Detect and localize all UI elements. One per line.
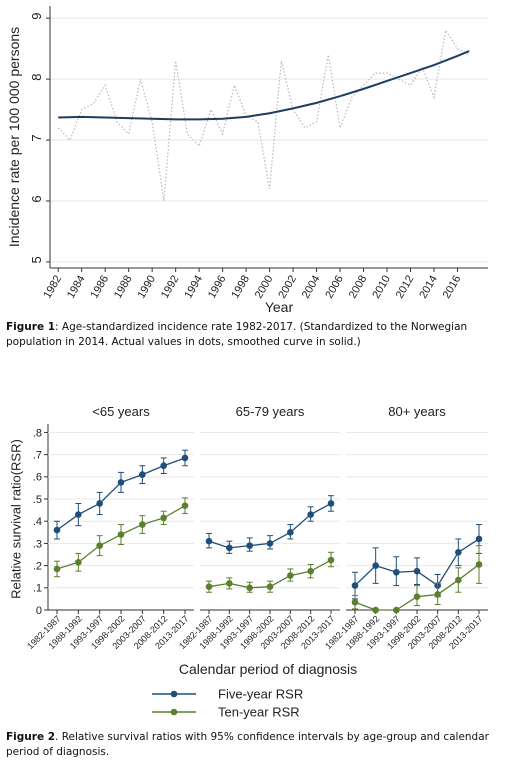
y-tick-label: 6 xyxy=(29,195,44,202)
ten-year-point xyxy=(205,583,213,590)
five-year-point xyxy=(181,454,189,462)
smoothed-incidence-line xyxy=(58,50,470,121)
five-year-point xyxy=(287,529,294,536)
y-tick-label: 8 xyxy=(29,73,44,80)
five-year-point xyxy=(455,548,462,556)
ten-year-point xyxy=(160,514,167,522)
figure-1-caption: Figure 1: Age-standardized incidence rat… xyxy=(6,320,514,350)
ten-year-point xyxy=(53,565,61,573)
y-tick-label: .8 xyxy=(33,427,42,439)
five-year-point xyxy=(53,526,61,534)
panel-title: <65 years xyxy=(92,404,150,419)
x-tick-label: 1992 xyxy=(159,273,182,300)
x-axis-label: Year xyxy=(265,299,294,315)
five-year-point xyxy=(205,537,213,545)
five-year-point xyxy=(160,462,167,470)
ten-year-point xyxy=(307,567,314,575)
five-year-point xyxy=(75,511,82,518)
y-axis-label: Relative survival ratio(RSR) xyxy=(9,439,24,599)
five-year-point xyxy=(475,535,483,543)
ten-year-point xyxy=(117,531,125,538)
figure-2-caption: Figure 2. Relative survival ratios with … xyxy=(6,730,514,760)
x-tick-label: 2006 xyxy=(323,273,346,300)
y-tick-label: .5 xyxy=(33,494,42,506)
five-year-point xyxy=(139,471,146,478)
y-tick-label: .2 xyxy=(33,560,42,572)
ten-year-point xyxy=(327,556,335,564)
five-year-point xyxy=(307,511,314,518)
x-tick-label: 1998 xyxy=(229,273,252,300)
x-axis-label: Calendar period of diagnosis xyxy=(179,661,357,677)
y-axis-label: Incidence rate per 100 000 persons xyxy=(6,27,22,247)
x-tick-label: 2016 xyxy=(441,273,464,300)
x-tick-label: 2000 xyxy=(253,273,276,300)
ten-year-point xyxy=(246,584,253,592)
five-year-point xyxy=(96,500,103,507)
x-tick-label: 2004 xyxy=(300,273,323,300)
ten-year-point xyxy=(226,580,233,587)
x-tick-label: 1984 xyxy=(65,273,88,300)
five-year-point xyxy=(372,562,379,569)
figure-2-caption-text: . Relative survival ratios with 95% conf… xyxy=(6,731,489,758)
five-year-point xyxy=(117,479,125,486)
x-tick-label: 1990 xyxy=(135,273,158,300)
x-tick-label: 1988 xyxy=(112,273,135,300)
ten-year-point xyxy=(455,576,462,584)
x-tick-label: 1996 xyxy=(206,273,229,300)
ten-year-point xyxy=(75,558,82,566)
survival-chart: 0 .1 .2 .3 .4 .5 .6 .7 .8 Relative survival ratio… xyxy=(9,404,488,720)
ten-year-point xyxy=(139,521,146,528)
y-tick-label: .7 xyxy=(33,449,42,461)
y-tick-label: .1 xyxy=(33,583,42,595)
ten-year-point xyxy=(181,502,189,509)
five-year-point xyxy=(266,540,274,547)
five-year-point xyxy=(226,544,233,552)
five-year-point xyxy=(327,500,335,507)
ten-year-point xyxy=(393,606,400,614)
ten-year-point xyxy=(266,583,274,590)
x-tick-label: 2012 xyxy=(394,273,417,300)
y-tick-label: .3 xyxy=(33,538,42,550)
five-year-point xyxy=(393,568,400,576)
x-tick-label: 1994 xyxy=(182,273,205,300)
x-tick-label: 2014 xyxy=(417,273,440,300)
y-tick-label: .6 xyxy=(33,472,42,484)
five-year-point xyxy=(246,542,253,549)
legend-swatch-point xyxy=(170,708,178,716)
y-tick-label: 9 xyxy=(29,13,44,20)
ten-year-point xyxy=(351,598,359,606)
ten-year-point xyxy=(372,606,379,614)
actual-incidence-line xyxy=(57,28,470,202)
five-year-point xyxy=(351,582,359,589)
five-year-point xyxy=(413,567,421,575)
y-tick-label: 0 xyxy=(36,605,42,617)
figure-2-caption-label: Figure 2 xyxy=(6,731,56,743)
ten-year-point xyxy=(434,591,441,598)
x-tick-label: 1982 xyxy=(42,273,65,300)
figure-1-caption-text: : Age-standardized incidence rate 1982-2… xyxy=(6,321,468,348)
legend-label: Ten-year RSR xyxy=(218,705,300,720)
x-tick-label: 1986 xyxy=(88,273,111,300)
figure-1-caption-label: Figure 1 xyxy=(6,321,56,333)
x-tick-label: 2010 xyxy=(370,273,393,300)
y-tick-label: 5 xyxy=(29,256,44,263)
ten-year-point xyxy=(96,542,103,549)
x-tick-label: 2002 xyxy=(276,273,299,300)
ten-year-point xyxy=(413,593,421,600)
panel-title: 80+ years xyxy=(388,404,446,419)
y-tick-label: .4 xyxy=(33,516,42,528)
incidence-chart: 5 6 7 8 9 1982 1984 1986 1988 1990 1992 1994 1996 199… xyxy=(6,6,488,315)
legend-label: Five-year RSR xyxy=(218,687,303,702)
panel-title: 65-79 years xyxy=(236,404,305,419)
x-tick-label: 2008 xyxy=(347,273,370,300)
ten-year-point xyxy=(287,572,294,579)
ten-year-point xyxy=(475,561,483,568)
legend-swatch-point xyxy=(170,690,178,698)
y-tick-label: 7 xyxy=(29,134,44,141)
